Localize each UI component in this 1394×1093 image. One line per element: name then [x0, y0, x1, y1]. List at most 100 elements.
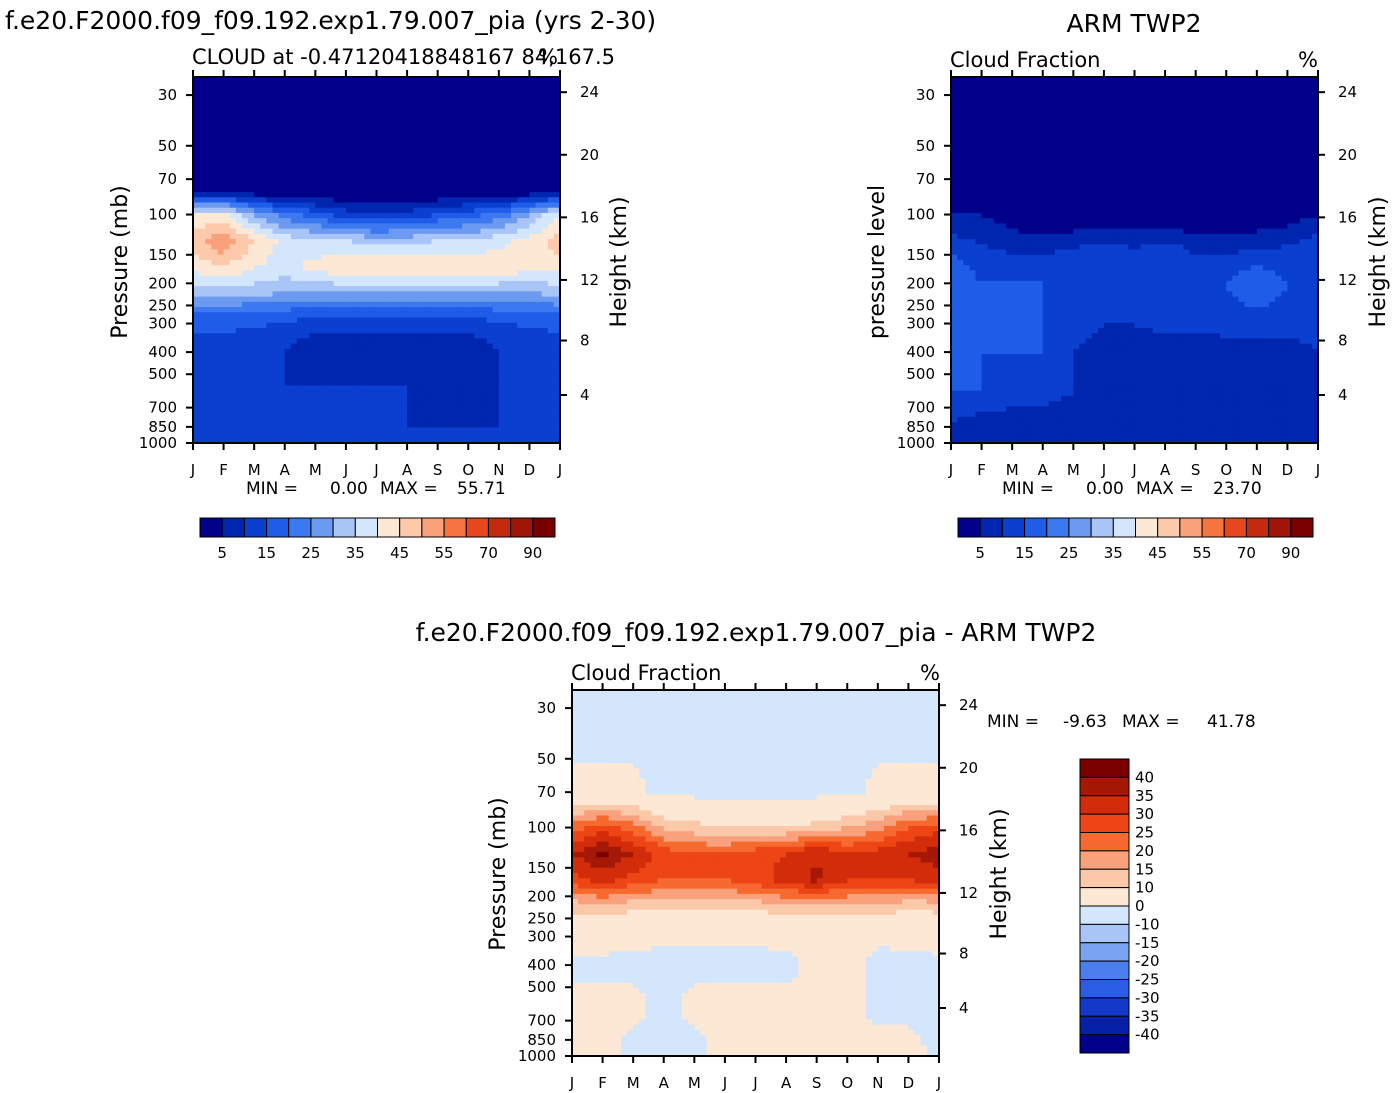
- contour-cell: [529, 432, 537, 439]
- contour-cell: [407, 92, 414, 99]
- contour-cell: [290, 129, 298, 136]
- contour-cell: [296, 406, 304, 413]
- contour-cell: [315, 155, 323, 162]
- contour-cell: [407, 181, 414, 188]
- contour-cell: [364, 218, 371, 224]
- contour-cell: [1305, 87, 1313, 94]
- contour-cell: [535, 197, 543, 204]
- contour-cell: [388, 244, 396, 251]
- contour-cell: [309, 401, 316, 407]
- contour-cell: [394, 348, 402, 355]
- contour-cell: [339, 359, 347, 366]
- contour-cell: [951, 97, 958, 104]
- contour-cell: [963, 118, 970, 125]
- contour-cell: [248, 97, 255, 104]
- contour-cell: [229, 176, 237, 183]
- contour-cell: [345, 124, 353, 130]
- contour-cell: [486, 82, 494, 89]
- contour-cell: [511, 155, 518, 162]
- contour-cell: [407, 254, 414, 261]
- contour-cell: [370, 233, 378, 240]
- contour-cell: [339, 296, 347, 303]
- contour-cell: [193, 291, 200, 298]
- contour-cell: [235, 327, 243, 334]
- contour-cell: [449, 197, 457, 204]
- contour-cell: [535, 176, 543, 183]
- contour-cell: [217, 427, 225, 434]
- contour-cell: [229, 432, 237, 439]
- contour-cell: [511, 249, 518, 256]
- contour-cell: [388, 139, 396, 146]
- contour-cell: [541, 364, 549, 371]
- contour-cell: [419, 270, 427, 277]
- contour-cell: [370, 160, 378, 167]
- contour-cell: [248, 312, 255, 319]
- contour-cell: [437, 181, 445, 188]
- contour-cell: [1152, 129, 1160, 136]
- contour-cell: [309, 150, 316, 157]
- contour-cell: [999, 82, 1007, 89]
- contour-cell: [492, 317, 500, 324]
- contour-cell: [523, 375, 531, 381]
- contour-cell: [517, 390, 524, 397]
- contour-cell: [309, 129, 316, 136]
- contour-cell: [254, 139, 261, 146]
- contour-cell: [1140, 82, 1148, 89]
- contour-cell: [492, 406, 500, 413]
- x-tick-label: M: [248, 461, 261, 479]
- contour-cell: [217, 401, 225, 407]
- contour-cell: [376, 343, 384, 350]
- contour-cell: [480, 307, 488, 313]
- contour-cell: [303, 212, 310, 219]
- contour-cell: [413, 291, 420, 298]
- contour-cell: [345, 307, 353, 313]
- contour-cell: [419, 103, 427, 109]
- contour-cell: [437, 338, 445, 345]
- contour-cell: [541, 432, 549, 439]
- contour-cell: [449, 254, 457, 261]
- contour-cell: [358, 212, 365, 219]
- contour-cell: [437, 291, 445, 298]
- contour-cell: [498, 171, 506, 177]
- contour-cell: [193, 82, 200, 89]
- contour-cell: [1061, 108, 1068, 115]
- contour-cell: [498, 364, 506, 371]
- contour-cell: [382, 228, 390, 235]
- contour-cell: [1061, 113, 1068, 120]
- contour-cell: [1189, 129, 1197, 136]
- contour-cell: [486, 385, 494, 392]
- contour-cell: [272, 395, 280, 402]
- contour-cell: [382, 207, 390, 214]
- contour-cell: [321, 228, 329, 235]
- contour-cell: [1030, 124, 1038, 130]
- contour-cell: [541, 427, 549, 434]
- contour-cell: [211, 181, 219, 188]
- contour-cell: [553, 139, 560, 146]
- contour-cell: [333, 113, 341, 120]
- contour-cell: [535, 411, 543, 418]
- contour-cell: [199, 411, 206, 418]
- contour-cell: [199, 87, 206, 94]
- contour-cell: [345, 218, 353, 224]
- contour-cell: [1171, 97, 1178, 104]
- contour-cell: [364, 77, 371, 83]
- contour-cell: [333, 165, 341, 172]
- contour-cell: [339, 280, 347, 287]
- contour-cell: [333, 291, 341, 298]
- contour-cell: [296, 92, 304, 99]
- contour-cell: [1177, 92, 1185, 99]
- contour-cell: [309, 369, 316, 376]
- contour-cell: [492, 129, 500, 136]
- contour-cell: [358, 338, 365, 345]
- contour-cell: [1018, 97, 1025, 104]
- contour-cell: [254, 296, 261, 303]
- contour-cell: [474, 291, 482, 298]
- contour-cell: [529, 280, 537, 287]
- contour-cell: [394, 375, 402, 381]
- contour-cell: [205, 401, 212, 407]
- contour-cell: [419, 254, 427, 261]
- contour-cell: [388, 160, 396, 167]
- contour-cell: [327, 228, 335, 235]
- contour-cell: [529, 228, 537, 235]
- contour-cell: [327, 338, 335, 345]
